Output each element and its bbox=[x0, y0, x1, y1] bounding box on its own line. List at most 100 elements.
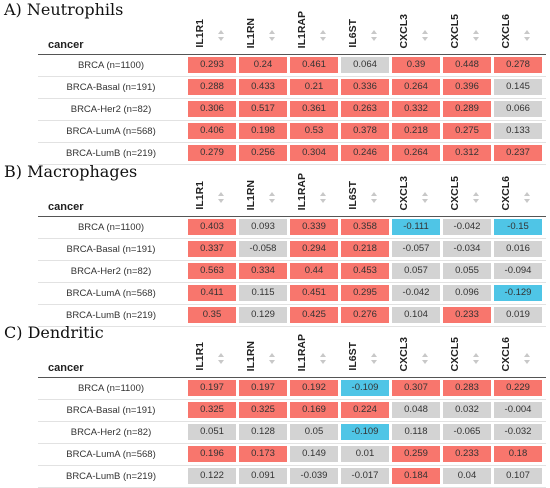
correlation-cell: -0.109 bbox=[341, 424, 389, 440]
column-header-il1r1[interactable]: IL1R1 bbox=[188, 180, 239, 216]
sort-arrows-icon[interactable] bbox=[269, 353, 276, 365]
correlation-cell: 0.115 bbox=[239, 285, 287, 301]
correlation-cell: -0.111 bbox=[392, 219, 440, 235]
correlation-cell: 0.406 bbox=[188, 123, 236, 139]
sort-arrows-icon[interactable] bbox=[218, 353, 225, 365]
column-header-cxcl3[interactable]: CXCL3 bbox=[392, 14, 443, 54]
row-label: BRCA-LumB (n=219) bbox=[65, 471, 157, 482]
cancer-column-header[interactable]: cancer bbox=[48, 39, 84, 51]
column-header-cxcl5[interactable]: CXCL5 bbox=[443, 337, 494, 377]
sort-arrows-icon[interactable] bbox=[524, 353, 531, 365]
correlation-cell: -0.034 bbox=[443, 241, 491, 257]
column-header-il1rn[interactable]: IL1RN bbox=[239, 18, 290, 54]
correlation-cell: 0.453 bbox=[341, 263, 389, 279]
column-header-label: CXCL6 bbox=[500, 336, 512, 371]
cancer-column-header[interactable]: cancer bbox=[48, 362, 84, 374]
correlation-cell: -0.094 bbox=[494, 263, 542, 279]
correlation-cell: 0.403 bbox=[188, 219, 236, 235]
column-header-cxcl5[interactable]: CXCL5 bbox=[443, 176, 494, 216]
sort-arrows-icon[interactable] bbox=[218, 30, 225, 42]
column-header-label: IL6ST bbox=[347, 19, 359, 48]
correlation-cell: 0.192 bbox=[290, 380, 338, 396]
row-label: BRCA-Her2 (n=82) bbox=[70, 104, 152, 115]
sort-arrows-icon[interactable] bbox=[320, 192, 327, 204]
correlation-cell: 0.066 bbox=[494, 101, 542, 117]
correlation-cell: 0.425 bbox=[290, 307, 338, 323]
column-header-cxcl3[interactable]: CXCL3 bbox=[392, 176, 443, 216]
correlation-cell: 0.229 bbox=[494, 380, 542, 396]
row-label: BRCA (n=1100) bbox=[77, 60, 145, 71]
sort-arrows-icon[interactable] bbox=[524, 30, 531, 42]
correlation-cell: -0.004 bbox=[494, 402, 542, 418]
row-label: BRCA-Her2 (n=82) bbox=[70, 427, 152, 438]
correlation-cell: 0.051 bbox=[188, 424, 236, 440]
column-header-il1rn[interactable]: IL1RN bbox=[239, 180, 290, 216]
column-header-il1rap[interactable]: IL1RAP bbox=[290, 11, 341, 54]
column-header-cxcl5[interactable]: CXCL5 bbox=[443, 14, 494, 54]
sort-arrows-icon[interactable] bbox=[422, 192, 429, 204]
correlation-cell: 0.224 bbox=[341, 402, 389, 418]
column-header-label: CXCL5 bbox=[449, 13, 461, 48]
sort-arrows-icon[interactable] bbox=[269, 192, 276, 204]
column-header-label: CXCL6 bbox=[500, 175, 512, 210]
column-header-il1r1[interactable]: IL1R1 bbox=[188, 341, 239, 377]
column-header-label: IL1RN bbox=[245, 179, 257, 210]
sort-arrows-icon[interactable] bbox=[473, 30, 480, 42]
sort-arrows-icon[interactable] bbox=[371, 30, 378, 42]
correlation-cell: 0.233 bbox=[443, 446, 491, 462]
table-row: BRCA-LumB (n=219) 0.122 0.091 -0.039 -0.017 0… bbox=[38, 466, 546, 488]
column-header-il6st[interactable]: IL6ST bbox=[341, 18, 392, 54]
correlation-cell: 0.337 bbox=[188, 241, 236, 257]
sort-arrows-icon[interactable] bbox=[371, 353, 378, 365]
correlation-cell: 0.339 bbox=[290, 219, 338, 235]
column-header-cxcl3[interactable]: CXCL3 bbox=[392, 337, 443, 377]
correlation-cell: 0.173 bbox=[239, 446, 287, 462]
sort-arrows-icon[interactable] bbox=[320, 353, 327, 365]
column-header-label: CXCL5 bbox=[449, 336, 461, 371]
correlation-cell: 0.283 bbox=[443, 380, 491, 396]
correlation-cell: 0.197 bbox=[188, 380, 236, 396]
correlation-cell: 0.096 bbox=[443, 285, 491, 301]
sort-arrows-icon[interactable] bbox=[422, 353, 429, 365]
sort-arrows-icon[interactable] bbox=[218, 192, 225, 204]
correlation-cell: -0.065 bbox=[443, 424, 491, 440]
table-row: BRCA (n=1100) 0.293 0.24 0.461 0.064 0.39 0.44… bbox=[38, 55, 546, 77]
column-header-il1rn[interactable]: IL1RN bbox=[239, 341, 290, 377]
correlation-cell: 0.197 bbox=[239, 380, 287, 396]
table-row: BRCA-Basal (n=191) 0.288 0.433 0.21 0.336 0.2… bbox=[38, 77, 546, 99]
correlation-cell: 0.264 bbox=[392, 79, 440, 95]
cancer-column-header[interactable]: cancer bbox=[48, 201, 84, 213]
column-header-cxcl6[interactable]: CXCL6 bbox=[494, 337, 545, 377]
column-header-cxcl6[interactable]: CXCL6 bbox=[494, 176, 545, 216]
row-label: BRCA-LumB (n=219) bbox=[65, 310, 157, 321]
sort-arrows-icon[interactable] bbox=[371, 192, 378, 204]
sort-arrows-icon[interactable] bbox=[269, 30, 276, 42]
correlation-cell: 0.448 bbox=[443, 57, 491, 73]
column-header-il1rap[interactable]: IL1RAP bbox=[290, 334, 341, 377]
correlation-cell: 0.563 bbox=[188, 263, 236, 279]
column-header-label: IL6ST bbox=[347, 342, 359, 371]
column-header-il1r1[interactable]: IL1R1 bbox=[188, 18, 239, 54]
column-header-il1rap[interactable]: IL1RAP bbox=[290, 173, 341, 216]
table-row: BRCA-Basal (n=191) 0.325 0.325 0.169 0.224 0.… bbox=[38, 400, 546, 422]
column-header-label: CXCL5 bbox=[449, 175, 461, 210]
correlation-cell: 0.396 bbox=[443, 79, 491, 95]
sort-arrows-icon[interactable] bbox=[320, 30, 327, 42]
table-header: cancer IL1R1 IL1RN IL1RAP IL6ST CXCL3 CXCL5 CXC… bbox=[38, 173, 546, 217]
column-header-il6st[interactable]: IL6ST bbox=[341, 341, 392, 377]
column-header-il6st[interactable]: IL6ST bbox=[341, 180, 392, 216]
column-header-cxcl6[interactable]: CXCL6 bbox=[494, 14, 545, 54]
column-header-label: CXCL3 bbox=[398, 336, 410, 371]
correlation-cell: 0.306 bbox=[188, 101, 236, 117]
sort-arrows-icon[interactable] bbox=[473, 192, 480, 204]
sort-arrows-icon[interactable] bbox=[422, 30, 429, 42]
correlation-cell: 0.288 bbox=[188, 79, 236, 95]
row-label: BRCA-LumB (n=219) bbox=[65, 148, 157, 159]
table-row: BRCA (n=1100) 0.197 0.197 0.192 -0.109 0.307 0… bbox=[38, 378, 546, 400]
sort-arrows-icon[interactable] bbox=[473, 353, 480, 365]
table-row: BRCA-LumB (n=219) 0.35 0.129 0.425 0.276 0.10… bbox=[38, 305, 546, 327]
table-row: BRCA-Her2 (n=82) 0.306 0.517 0.361 0.263 0.33… bbox=[38, 99, 546, 121]
sort-arrows-icon[interactable] bbox=[524, 192, 531, 204]
column-header-label: IL6ST bbox=[347, 181, 359, 210]
correlation-cell: 0.093 bbox=[239, 219, 287, 235]
